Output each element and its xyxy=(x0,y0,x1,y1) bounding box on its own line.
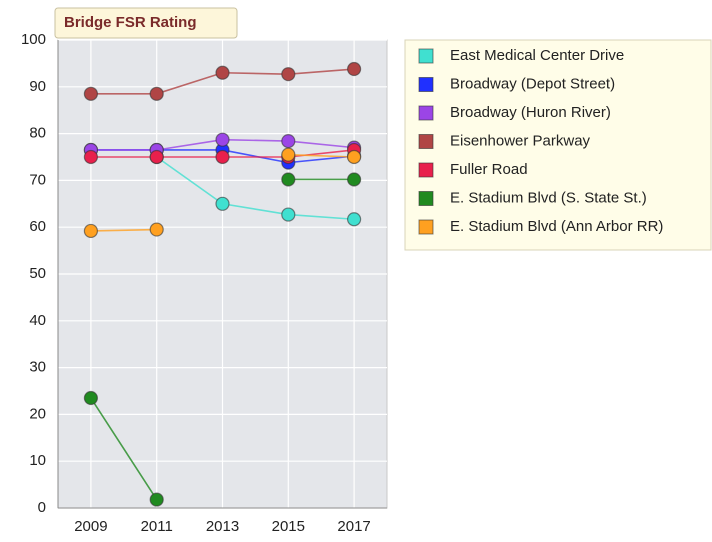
data-point xyxy=(281,67,296,82)
x-tick-label: 2017 xyxy=(337,518,370,535)
legend-label: Fuller Road xyxy=(450,161,528,178)
y-tick-label: 0 xyxy=(38,499,46,516)
y-tick-label: 10 xyxy=(29,452,46,469)
legend-swatch xyxy=(418,105,434,121)
legend-label: East Medical Center Drive xyxy=(450,47,624,64)
data-point xyxy=(215,65,230,80)
data-point xyxy=(83,149,99,165)
series-line xyxy=(90,178,355,501)
series-line xyxy=(156,156,355,221)
series-line xyxy=(90,153,355,232)
data-point xyxy=(215,149,230,165)
legend-label: E. Stadium Blvd (S. State St.) xyxy=(450,189,647,206)
legend-swatch xyxy=(418,77,434,92)
x-tick-label: 2009 xyxy=(74,518,107,535)
x-tick-label: 2015 xyxy=(272,518,305,535)
legend-label: Broadway (Huron River) xyxy=(450,104,611,121)
legend-swatch xyxy=(418,219,434,235)
legend-swatch xyxy=(418,162,434,178)
y-tick-label: 50 xyxy=(29,265,46,282)
data-point xyxy=(281,133,296,149)
legend-label: Eisenhower Parkway xyxy=(450,132,591,149)
data-point xyxy=(149,222,164,237)
y-tick-label: 90 xyxy=(29,78,46,95)
data-point xyxy=(281,172,296,187)
legend-swatch xyxy=(418,134,434,149)
x-tick-label: 2013 xyxy=(206,518,239,535)
data-point xyxy=(281,147,296,162)
title-tab xyxy=(54,7,238,39)
legend-swatch xyxy=(418,48,434,64)
data-point xyxy=(149,86,164,101)
data-point xyxy=(83,223,99,239)
legend-label: Broadway (Depot Street) xyxy=(450,75,615,92)
y-tick-label: 100 xyxy=(21,31,46,48)
data-point xyxy=(347,172,362,187)
chart-title: Bridge FSR Rating xyxy=(64,14,197,31)
data-point xyxy=(281,207,296,222)
data-point xyxy=(149,492,164,507)
data-point xyxy=(215,196,230,211)
x-tick-label: 2011 xyxy=(141,518,173,535)
data-point xyxy=(215,132,230,147)
data-point xyxy=(83,86,99,101)
data-point xyxy=(149,149,164,165)
data-point xyxy=(347,149,362,165)
data-point xyxy=(83,390,99,406)
y-tick-label: 80 xyxy=(29,125,46,142)
y-tick-label: 20 xyxy=(29,405,46,422)
y-tick-label: 40 xyxy=(29,312,46,329)
y-tick-label: 60 xyxy=(29,218,46,235)
data-point xyxy=(347,61,362,77)
data-point xyxy=(347,212,362,227)
legend-swatch xyxy=(418,191,434,206)
y-tick-label: 30 xyxy=(29,359,46,376)
y-tick-label: 70 xyxy=(29,171,46,188)
legend-box xyxy=(404,39,712,251)
legend-label: E. Stadium Blvd (Ann Arbor RR) xyxy=(450,218,663,235)
